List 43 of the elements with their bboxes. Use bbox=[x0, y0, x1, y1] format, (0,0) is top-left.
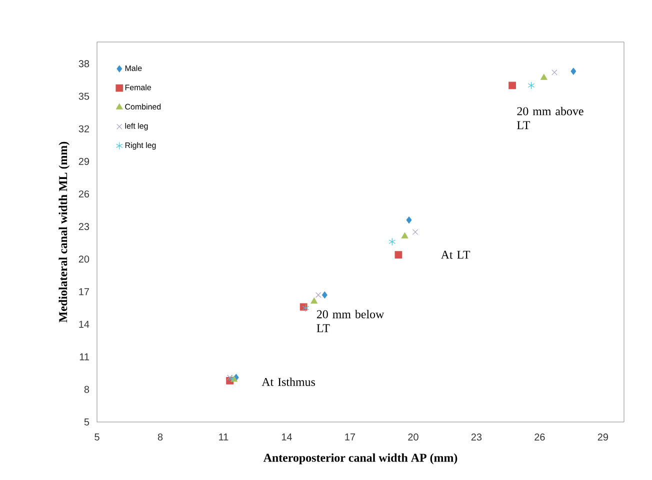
x-tick-label: 23 bbox=[471, 434, 482, 441]
point bbox=[310, 298, 318, 304]
annotation: At Isthmus bbox=[262, 378, 315, 386]
y-tick-label: 26 bbox=[78, 190, 90, 198]
point bbox=[401, 232, 408, 238]
point bbox=[394, 251, 402, 258]
y-tick-label: 20 bbox=[78, 256, 90, 263]
x-tick-label: 29 bbox=[598, 434, 608, 441]
annotation: 20 mm below LT bbox=[316, 310, 384, 332]
y-tick-label: 32 bbox=[78, 125, 89, 132]
y-tick-label: 14 bbox=[79, 320, 90, 328]
x-tick-label: 8 bbox=[158, 434, 163, 441]
x-tick-label: 11 bbox=[219, 434, 228, 440]
point bbox=[228, 374, 236, 382]
point bbox=[322, 291, 328, 298]
point bbox=[316, 292, 322, 298]
y-tick-label: 23 bbox=[78, 223, 90, 230]
y-tick-label: 11 bbox=[80, 353, 90, 360]
point bbox=[508, 82, 516, 90]
y-tick-label: 38 bbox=[78, 60, 90, 68]
y-tick-label: 35 bbox=[78, 92, 90, 100]
annotation: At LT bbox=[440, 250, 470, 259]
point bbox=[552, 70, 558, 76]
y-tick-label: 8 bbox=[84, 386, 90, 393]
y-axis-title: Mediolateral canal width ML (mm) bbox=[58, 142, 70, 322]
point bbox=[570, 68, 576, 75]
x-tick-label: 26 bbox=[534, 434, 545, 441]
x-axis-title: Anteroposterior canal width AP (mm) bbox=[263, 453, 458, 464]
y-tick-label: 29 bbox=[78, 158, 90, 165]
x-tick-label: 5 bbox=[94, 434, 100, 440]
point bbox=[302, 304, 310, 312]
point bbox=[388, 238, 396, 246]
x-tick-label: 20 bbox=[408, 434, 418, 441]
x-tick-label: 17 bbox=[345, 434, 356, 440]
point bbox=[540, 74, 548, 80]
y-tick-label: 5 bbox=[84, 418, 90, 426]
y-tick-label: 17 bbox=[79, 288, 89, 296]
point bbox=[226, 374, 233, 380]
annotation: 20 mm above LT bbox=[517, 106, 584, 130]
point bbox=[528, 82, 535, 90]
point bbox=[412, 229, 418, 235]
point bbox=[406, 216, 412, 224]
x-tick-label: 14 bbox=[282, 434, 292, 440]
